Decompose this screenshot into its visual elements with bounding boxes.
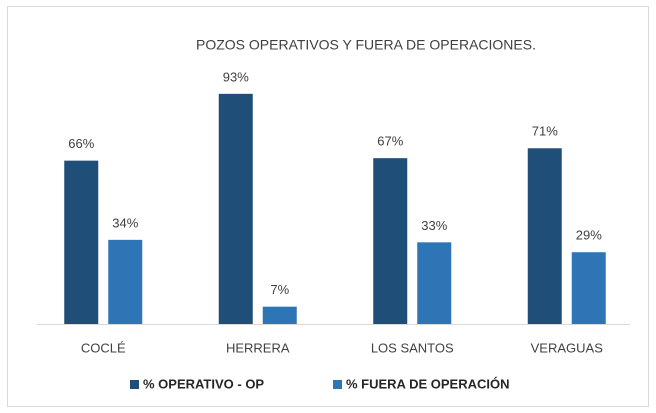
data-label: 93% xyxy=(223,69,249,84)
bar xyxy=(218,93,253,324)
bar xyxy=(262,306,297,324)
x-tick-label: HERRERA xyxy=(226,340,290,355)
data-label: 71% xyxy=(532,124,558,139)
x-tick-label: LOS SANTOS xyxy=(371,340,454,355)
bar xyxy=(373,158,408,324)
bar xyxy=(417,242,452,324)
x-tick-label: COCLÉ xyxy=(81,340,126,355)
data-label: 67% xyxy=(377,134,403,149)
data-label: 29% xyxy=(576,228,602,243)
data-label: 34% xyxy=(112,215,138,230)
data-label: 66% xyxy=(68,136,94,151)
bar xyxy=(571,252,606,324)
bar xyxy=(64,160,99,324)
legend-swatch xyxy=(130,380,139,389)
chart-title: POZOS OPERATIVOS Y FUERA DE OPERACIONES. xyxy=(196,37,536,53)
data-label: 33% xyxy=(421,218,447,233)
legend-label: % OPERATIVO - OP xyxy=(143,376,264,391)
legend-label: % FUERA DE OPERACIÓN xyxy=(346,376,509,391)
bar xyxy=(527,148,562,324)
data-label: 7% xyxy=(270,282,289,297)
x-tick-label: VERAGUAS xyxy=(531,340,604,355)
legend-swatch xyxy=(333,380,342,389)
bar xyxy=(108,239,143,324)
